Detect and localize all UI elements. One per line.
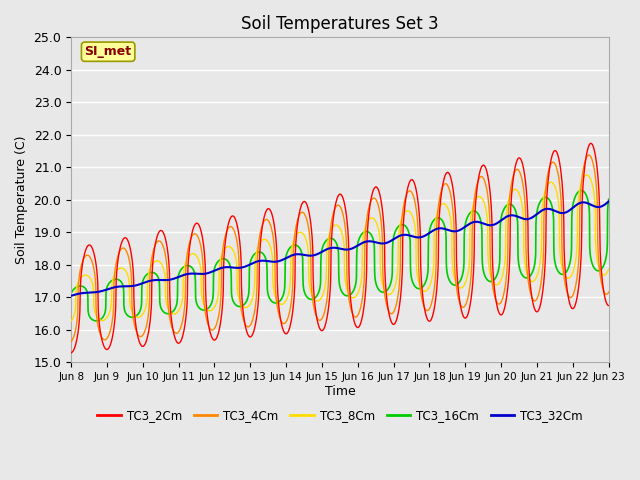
- Legend: TC3_2Cm, TC3_4Cm, TC3_8Cm, TC3_16Cm, TC3_32Cm: TC3_2Cm, TC3_4Cm, TC3_8Cm, TC3_16Cm, TC3…: [92, 404, 588, 427]
- Y-axis label: Soil Temperature (C): Soil Temperature (C): [15, 136, 28, 264]
- Title: Soil Temperatures Set 3: Soil Temperatures Set 3: [241, 15, 438, 33]
- X-axis label: Time: Time: [324, 385, 355, 398]
- Text: SI_met: SI_met: [84, 45, 132, 58]
